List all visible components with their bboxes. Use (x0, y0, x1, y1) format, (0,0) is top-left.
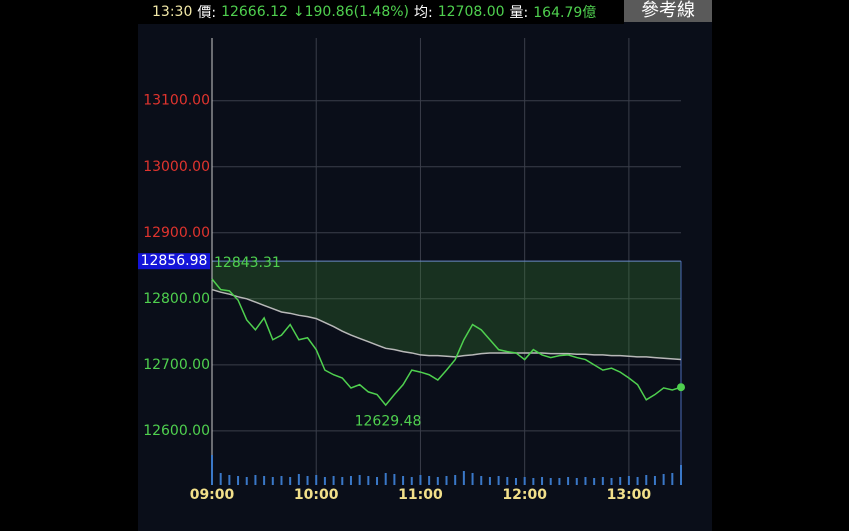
volume-label: 量: (509, 5, 529, 21)
volume-bar (271, 477, 274, 485)
volume-bar (323, 477, 326, 485)
reference-label: 12856.98 (141, 253, 208, 269)
volume-bar (263, 476, 266, 485)
volume-bar (367, 476, 370, 485)
volume-bar (306, 476, 309, 485)
last-point (677, 383, 685, 392)
volume-bar (575, 478, 578, 485)
x-tick-label: 13:00 (607, 487, 652, 503)
y-tick-label: 13100.00 (143, 93, 210, 109)
volume-bar (219, 473, 222, 485)
avg-label: 均: (414, 5, 433, 21)
reference-area (212, 261, 681, 360)
x-tick-label: 09:00 (190, 487, 235, 503)
volume-bar (341, 477, 344, 485)
volume-bar (506, 477, 509, 485)
time: 13:30 (152, 4, 193, 20)
low-label: 12629.48 (355, 413, 422, 429)
volume-bar (254, 475, 257, 485)
volume-bar (567, 477, 570, 485)
volume-bar (471, 473, 474, 485)
volume-bar (636, 477, 639, 485)
volume-bar (480, 476, 483, 485)
volume-bar (297, 474, 300, 485)
reference-line-button[interactable]: 參考線 (624, 0, 712, 22)
volume-bar (228, 475, 231, 485)
x-tick-label: 10:00 (294, 487, 339, 503)
header: 13:30 價: 12666.12 ↓190.86(1.48%) 均: 1270… (138, 0, 624, 24)
open-label: 12843.31 (214, 255, 281, 271)
volume-bar (462, 471, 465, 485)
y-tick-label: 12600.00 (143, 423, 210, 439)
volume-bar (671, 473, 674, 485)
volume-bar (610, 478, 613, 485)
change: ↓190.86(1.48%) (292, 4, 410, 20)
volume-bar (653, 476, 656, 485)
volume-bar (627, 476, 630, 485)
volume-bar (662, 474, 665, 485)
volume-bar (358, 475, 361, 485)
volume-bar (532, 478, 535, 485)
x-tick-label: 12:00 (502, 487, 547, 503)
volume-bar (680, 465, 682, 485)
volume-bar (601, 477, 604, 485)
volume-bar (237, 476, 240, 485)
volume-bar (315, 475, 318, 485)
y-tick-label: 12800.00 (143, 291, 210, 307)
volume-bar (419, 475, 422, 485)
volume-bar (541, 477, 544, 485)
volume: 164.79億 (533, 5, 597, 21)
x-tick-label: 11:00 (398, 487, 443, 503)
avg: 12708.00 (437, 4, 505, 20)
reference-box (138, 253, 210, 270)
volume-bar (523, 477, 526, 485)
volume-bar (558, 478, 561, 485)
volume-bar (428, 476, 431, 485)
volume-bar (245, 477, 248, 485)
volume-bar (514, 478, 517, 485)
chart-panel (138, 0, 712, 531)
price-line (211, 278, 682, 407)
y-tick-label: 13000.00 (143, 159, 210, 175)
price: 12666.12 (221, 4, 288, 20)
volume-bar (497, 476, 500, 485)
volume-bar (645, 475, 648, 485)
volume-bar (619, 477, 622, 485)
average-line (211, 288, 682, 361)
volume-bar (376, 477, 379, 485)
volume-bar (211, 455, 213, 485)
volume-bar (402, 476, 405, 485)
volume-bar (332, 476, 335, 485)
volume-bar (454, 475, 457, 485)
volume-bar (280, 476, 283, 485)
y-tick-label: 12700.00 (143, 357, 210, 373)
volume-bar (349, 476, 352, 485)
volume-bar (384, 473, 387, 485)
volume-bar (549, 478, 552, 485)
volume-bar (393, 474, 396, 485)
volume-bar (488, 477, 491, 485)
y-tick-label: 12900.00 (143, 225, 210, 241)
volume-bar (584, 477, 587, 485)
volume-bar (289, 477, 292, 485)
price-label: 價: (197, 5, 217, 21)
volume-bar (445, 476, 448, 485)
volume-bar (410, 477, 413, 485)
volume-bar (436, 477, 439, 485)
volume-bar (593, 478, 596, 485)
